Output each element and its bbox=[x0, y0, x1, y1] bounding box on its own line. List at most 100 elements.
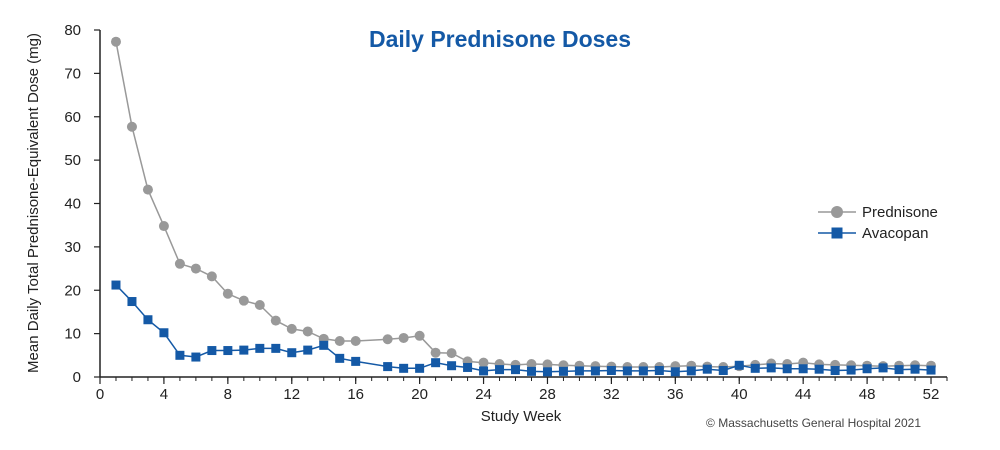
series-avacopan bbox=[111, 280, 936, 377]
prednisone-point bbox=[222, 288, 233, 299]
x-tick-label: 48 bbox=[859, 386, 876, 403]
avacopan-point bbox=[287, 348, 297, 358]
avacopan-point bbox=[351, 356, 361, 366]
legend-marker-square bbox=[831, 227, 843, 239]
avacopan-point bbox=[335, 353, 345, 363]
avacopan-point bbox=[542, 367, 552, 377]
y-tick-label: 0 bbox=[73, 369, 81, 386]
avacopan-point bbox=[718, 365, 728, 375]
prednisone-point bbox=[126, 121, 137, 132]
avacopan-point bbox=[207, 346, 217, 356]
y-tick-label: 30 bbox=[64, 239, 81, 256]
legend-item-prednisone: Prednisone bbox=[818, 204, 938, 221]
avacopan-point bbox=[223, 346, 233, 356]
y-tick-label: 40 bbox=[64, 196, 81, 213]
avacopan-point bbox=[143, 315, 153, 325]
y-tick-label: 60 bbox=[64, 109, 81, 126]
avacopan-point bbox=[814, 364, 824, 374]
avacopan-point bbox=[431, 358, 441, 368]
legend-label: Avacopan bbox=[862, 225, 928, 242]
avacopan-point bbox=[191, 352, 201, 362]
avacopan-point bbox=[654, 365, 664, 375]
plot-area bbox=[110, 36, 937, 377]
prednisone-point bbox=[254, 299, 265, 310]
avacopan-point bbox=[159, 328, 169, 338]
avacopan-point bbox=[798, 364, 808, 374]
avacopan-point bbox=[910, 364, 920, 374]
x-tick-label: 44 bbox=[795, 386, 812, 403]
x-tick-label: 4 bbox=[160, 386, 168, 403]
avacopan-point bbox=[239, 345, 249, 355]
y-axis-title: Mean Daily Total Prednisone-Equivalent D… bbox=[25, 33, 42, 373]
x-tick-label: 20 bbox=[411, 386, 428, 403]
x-tick-label: 8 bbox=[224, 386, 232, 403]
avacopan-point bbox=[830, 365, 840, 375]
avacopan-point bbox=[447, 361, 457, 371]
prednisone-point bbox=[190, 263, 201, 274]
avacopan-point bbox=[846, 365, 856, 375]
avacopan-point bbox=[926, 365, 936, 375]
prednisone-point bbox=[110, 36, 121, 47]
avacopan-point bbox=[702, 364, 712, 374]
y-tick-label: 80 bbox=[64, 22, 81, 39]
x-tick-label: 52 bbox=[923, 386, 940, 403]
avacopan-point bbox=[782, 364, 792, 374]
prednisone-point bbox=[542, 359, 553, 370]
y-tick-label: 70 bbox=[64, 65, 81, 82]
avacopan-point bbox=[511, 365, 521, 375]
avacopan-point bbox=[127, 297, 137, 307]
avacopan-point bbox=[271, 343, 281, 353]
x-tick-label: 36 bbox=[667, 386, 684, 403]
legend: Prednisone Avacopan bbox=[818, 204, 938, 242]
series-prednisone bbox=[110, 36, 937, 373]
avacopan-point bbox=[734, 360, 744, 370]
avacopan-point bbox=[558, 366, 568, 376]
avacopan-point bbox=[415, 363, 425, 373]
y-tick-label: 50 bbox=[64, 152, 81, 169]
x-tick-label: 16 bbox=[347, 386, 364, 403]
avacopan-point bbox=[862, 364, 872, 374]
avacopan-point bbox=[878, 363, 888, 373]
prednisone-point bbox=[206, 271, 217, 282]
avacopan-point bbox=[686, 366, 696, 376]
prednisone-point bbox=[478, 357, 489, 368]
x-tick-label: 32 bbox=[603, 386, 620, 403]
avacopan-point bbox=[255, 343, 265, 353]
avacopan-point bbox=[463, 362, 473, 372]
avacopan-point bbox=[111, 280, 121, 290]
avacopan-point bbox=[622, 366, 632, 376]
legend-marker-circle bbox=[831, 206, 843, 218]
prednisone-point bbox=[334, 335, 345, 346]
prednisone-point bbox=[382, 334, 393, 345]
prednisone-point bbox=[414, 330, 425, 341]
avacopan-point bbox=[526, 366, 536, 376]
prednisone-point bbox=[430, 347, 441, 358]
avacopan-point bbox=[399, 363, 409, 373]
x-tick-label: 0 bbox=[96, 386, 104, 403]
avacopan-point bbox=[894, 365, 904, 375]
avacopan-point bbox=[479, 366, 489, 376]
prednisone-line bbox=[115, 41, 932, 368]
legend-label: Prednisone bbox=[862, 204, 938, 221]
x-tick-label: 28 bbox=[539, 386, 556, 403]
chart-title: Daily Prednisone Doses bbox=[369, 26, 631, 52]
prednisone-point bbox=[526, 358, 537, 369]
avacopan-point bbox=[574, 366, 584, 376]
avacopan-point bbox=[303, 345, 313, 355]
prednisone-point bbox=[270, 315, 281, 326]
avacopan-point bbox=[750, 363, 760, 373]
prednisone-point bbox=[158, 221, 169, 232]
avacopan-point bbox=[590, 366, 600, 376]
prednisone-point bbox=[398, 332, 409, 343]
legend-item-avacopan: Avacopan bbox=[818, 225, 928, 242]
avacopan-point bbox=[606, 365, 616, 375]
avacopan-point bbox=[670, 367, 680, 377]
x-axis-title: Study Week bbox=[481, 408, 562, 425]
avacopan-point bbox=[175, 350, 185, 360]
copyright-notice: © Massachusetts General Hospital 2021 bbox=[706, 416, 921, 430]
avacopan-point bbox=[766, 363, 776, 373]
prednisone-point bbox=[238, 295, 249, 306]
